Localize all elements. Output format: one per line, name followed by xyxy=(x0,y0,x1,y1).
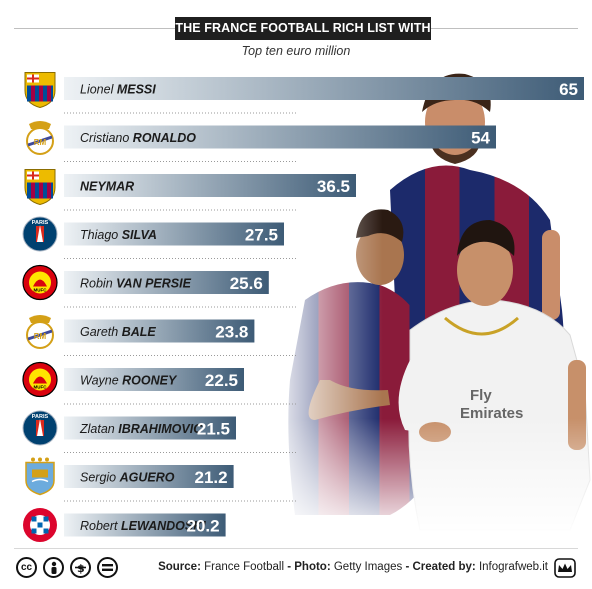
value-label: 20.2 xyxy=(187,517,220,536)
bar-ronaldo xyxy=(64,125,496,149)
credits-line: Source: France Football - Photo: Getty I… xyxy=(158,561,548,573)
value-label: 21.2 xyxy=(195,468,228,487)
source-label: Source: xyxy=(158,561,201,573)
value-label: 36.5 xyxy=(317,177,350,196)
value-label: 21.5 xyxy=(197,420,230,439)
svg-text:RM: RM xyxy=(34,138,47,147)
svg-text:MUFC: MUFC xyxy=(34,385,48,390)
bar-rooney xyxy=(64,368,244,391)
photo-value: Getty Images xyxy=(333,561,403,573)
manchester-city-badge-icon xyxy=(25,457,55,496)
bar-lewandoski xyxy=(64,513,226,537)
value-label: 22.5 xyxy=(205,371,238,390)
bayern-badge-icon xyxy=(23,508,57,542)
chart-title: THE FRANCE FOOTBALL RICH LIST WITH 2014 xyxy=(175,17,431,58)
created-value: Infografweb.it xyxy=(478,561,548,573)
player-name-label: Robert LEWANDOSKI xyxy=(80,519,206,533)
players-photo: Fly Emirates xyxy=(270,60,592,538)
value-label: 65 xyxy=(559,80,578,99)
barcelona-badge-icon xyxy=(24,72,56,109)
manchester-united-badge-icon: MUFC xyxy=(22,361,58,398)
bar-messi xyxy=(64,77,584,100)
value-label: 27.5 xyxy=(245,226,278,245)
nc-icon[interactable]: $ xyxy=(70,557,91,578)
footer: cc $ Source: France Football - Photo: Ge… xyxy=(14,556,578,582)
footer-rule xyxy=(14,548,578,549)
license-icons: cc $ xyxy=(16,557,118,578)
bar-ibrahimovic xyxy=(64,416,236,440)
player-name-label: Lionel MESSI xyxy=(80,83,156,97)
player-name-label: NEYMAR xyxy=(80,180,134,194)
player-name-label: Zlatan IBRAHIMOVIC xyxy=(79,422,203,436)
player-name-label: Sergio AGUERO xyxy=(80,471,175,485)
bar-bale xyxy=(64,319,255,343)
crown-icon xyxy=(554,558,576,578)
barcelona-badge-icon xyxy=(24,169,56,206)
value-label: 25.6 xyxy=(230,274,263,293)
player-name-label: Thiago SILVA xyxy=(80,228,157,242)
real-madrid-badge-icon: RM xyxy=(26,315,54,349)
player-name-label: Wayne ROONEY xyxy=(80,374,178,388)
chart-subtitle: Top ten euro million xyxy=(241,44,351,58)
manchester-united-badge-icon: MUFC xyxy=(22,264,58,301)
player-name-label: Robin VAN PERSIE xyxy=(80,277,192,291)
by-icon[interactable] xyxy=(43,557,64,578)
value-label: 54 xyxy=(471,129,490,148)
player-name-label: Cristiano RONALDO xyxy=(80,131,196,145)
psg-badge-icon: PARIS xyxy=(22,410,58,446)
svg-text:MUFC: MUFC xyxy=(34,288,48,293)
source-value: France Football xyxy=(204,561,285,573)
bar-aguero xyxy=(64,465,234,488)
created-label: - Created by: xyxy=(405,561,476,573)
cc-icon[interactable]: cc xyxy=(16,557,37,578)
player-name-label: Gareth BALE xyxy=(80,325,156,339)
nd-icon[interactable] xyxy=(97,557,118,578)
psg-badge-icon: PARIS xyxy=(22,216,58,252)
real-madrid-badge-icon: RM xyxy=(26,121,54,155)
svg-text:RM: RM xyxy=(34,332,47,341)
svg-text:PARIS: PARIS xyxy=(32,414,49,420)
bar-silva xyxy=(64,222,284,246)
value-label: 23.8 xyxy=(215,323,248,342)
svg-text:PARIS: PARIS xyxy=(32,220,49,226)
bar-neymar xyxy=(64,174,356,197)
bar-van-persie xyxy=(64,271,269,294)
photo-label: - Photo: xyxy=(287,561,331,573)
